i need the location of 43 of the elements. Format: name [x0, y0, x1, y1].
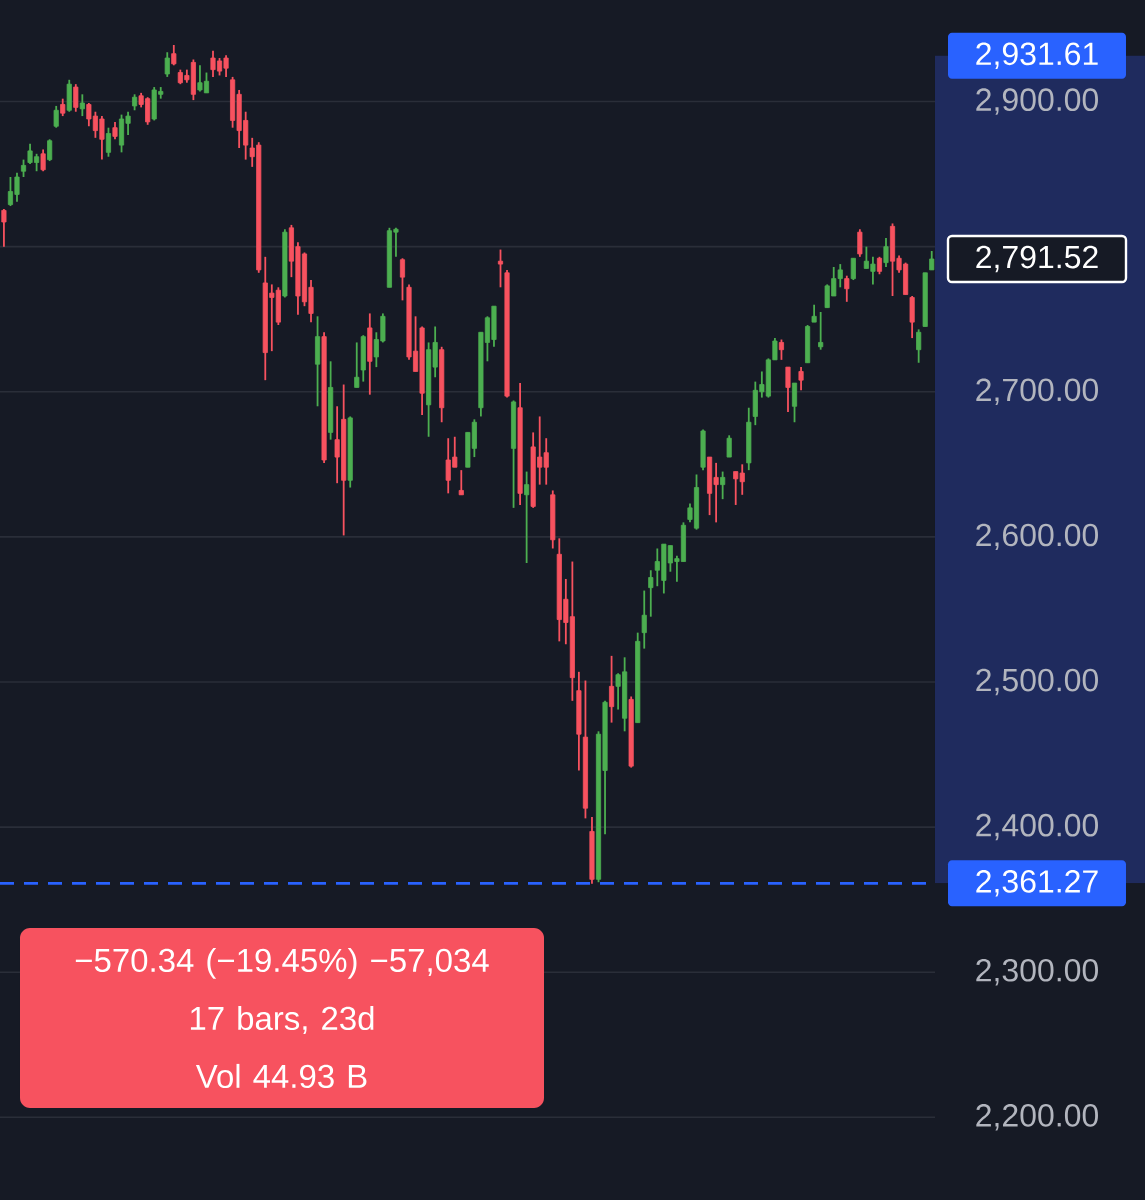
candlestick — [791, 382, 798, 424]
candlestick — [47, 138, 53, 162]
y-tick-label: 2,300.00 — [976, 958, 1098, 986]
y-tick-label: 2,700.00 — [976, 378, 1098, 405]
candlestick — [40, 148, 46, 173]
candlestick — [844, 274, 850, 303]
candlestick — [171, 44, 177, 67]
candlestick — [497, 248, 504, 289]
candlestick — [916, 328, 922, 364]
annotation: −570.34 (−19.45%) −57,034 — [75, 947, 489, 979]
y-tick-label: 2,400.00 — [976, 813, 1098, 841]
candlestick — [798, 366, 804, 392]
candlestick — [399, 257, 406, 302]
candlestick — [818, 311, 824, 351]
candlestick — [73, 83, 79, 113]
candlestick — [79, 93, 85, 117]
candlestick — [883, 237, 889, 268]
candlestick — [648, 569, 654, 618]
candlestick — [929, 250, 935, 271]
candlestick — [850, 257, 856, 281]
candlestick — [609, 654, 615, 724]
y2-tick-label: 2,931.61 — [976, 42, 1098, 69]
candlestick — [458, 469, 464, 496]
candlestick — [778, 338, 785, 361]
y2-tick-label: 2,791.52 — [976, 245, 1098, 273]
candlestick — [524, 470, 530, 564]
y-tick-label: 2,900.00 — [976, 88, 1098, 115]
candlestick — [1, 208, 7, 248]
y-tick-label: 2,200.00 — [976, 1104, 1098, 1131]
candlestick — [105, 126, 112, 158]
candlestick — [354, 341, 360, 389]
candlestick — [641, 589, 647, 650]
y-tick-label: 2,600.00 — [976, 523, 1098, 551]
candlestick — [726, 434, 732, 458]
annotation: 17 bars, 23d — [190, 1005, 374, 1035]
candlestick — [720, 470, 726, 501]
y2-tick-label: 2,361.27 — [976, 870, 1098, 897]
candlestick — [53, 105, 59, 129]
candlestick — [785, 366, 791, 413]
candlestick — [164, 51, 170, 78]
annotation: Vol 44.93 B — [195, 1063, 367, 1089]
y-tick-label: 2,500.00 — [976, 668, 1098, 696]
candlestick — [857, 228, 863, 258]
